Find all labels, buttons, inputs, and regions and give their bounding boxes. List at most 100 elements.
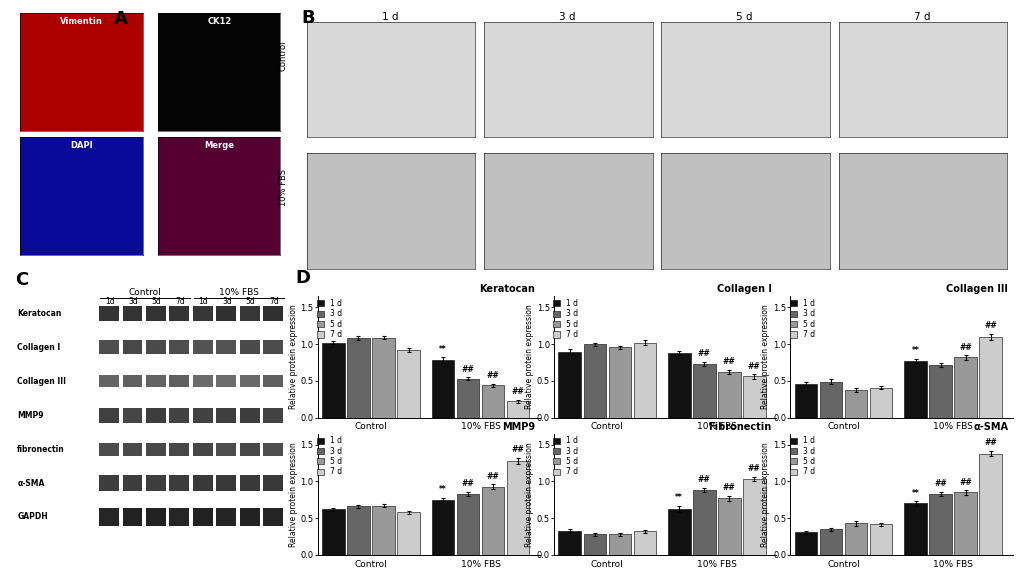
Text: Control: Control [128,288,161,297]
Bar [372,506,394,555]
Bar [322,343,344,418]
Bar [506,402,529,418]
Text: ##: ## [462,479,474,488]
Bar [431,500,453,555]
Bar [558,531,581,555]
Bar [844,390,866,418]
Bar [583,344,605,418]
Text: α-SMA: α-SMA [17,479,45,487]
Text: **: ** [911,346,918,355]
Text: 5 d: 5 d [736,12,752,22]
Text: ##: ## [983,438,996,447]
Y-axis label: Relative protein expression: Relative protein expression [288,305,298,410]
Text: ##: ## [697,475,710,484]
Bar [978,337,1001,418]
Text: 7d: 7d [269,297,278,306]
Y-axis label: Relative protein expression: Relative protein expression [760,442,769,547]
Bar [869,387,892,418]
Bar [743,376,765,418]
Bar [819,382,842,418]
Text: ##: ## [486,371,499,380]
Text: ##: ## [933,479,946,488]
Text: 3d: 3d [222,297,231,306]
Bar [794,532,816,555]
Bar [633,343,655,418]
Text: C: C [15,271,29,289]
Text: **: ** [438,485,446,494]
Bar [667,353,690,418]
Bar [372,337,394,418]
Y-axis label: Relative protein expression: Relative protein expression [525,442,534,547]
Legend: 1 d, 3 d, 5 d, 7 d: 1 d, 3 d, 5 d, 7 d [553,436,578,476]
Text: Merge: Merge [204,141,234,150]
Bar [978,454,1001,555]
Text: fibronectin: fibronectin [17,444,65,454]
Legend: 1 d, 3 d, 5 d, 7 d: 1 d, 3 d, 5 d, 7 d [789,436,814,476]
Text: 5d: 5d [152,297,161,306]
Text: ##: ## [697,349,710,358]
Text: 1 d: 1 d [381,12,398,22]
Bar [481,487,503,555]
Bar [717,372,740,418]
Bar [717,498,740,555]
Text: ##: ## [722,357,735,366]
Text: 7d: 7d [175,297,184,306]
Bar [928,365,951,418]
Text: Control: Control [278,41,287,71]
Bar [954,358,976,418]
Text: MMP9: MMP9 [17,411,44,420]
Text: CK12: CK12 [207,17,231,26]
Bar [346,338,369,418]
Text: 10% FBS: 10% FBS [218,288,259,297]
Bar [794,384,816,418]
Legend: 1 d, 3 d, 5 d, 7 d: 1 d, 3 d, 5 d, 7 d [789,299,814,339]
Text: A: A [113,10,127,27]
Text: GAPDH: GAPDH [17,513,48,522]
Text: ##: ## [983,321,996,330]
Text: Keratocan: Keratocan [479,284,535,294]
Text: MMP9: MMP9 [502,422,535,431]
Text: **: ** [438,345,446,353]
Text: α-SMA: α-SMA [972,422,1007,431]
Bar [608,534,631,555]
Text: Vimentin: Vimentin [60,17,103,26]
Bar [457,379,479,418]
Bar [583,534,605,555]
Text: B: B [301,9,314,26]
Text: Collagen I: Collagen I [716,284,771,294]
Bar [506,461,529,555]
Text: ##: ## [958,343,971,352]
Text: **: ** [675,493,683,502]
Bar [743,479,765,555]
Text: ##: ## [512,387,524,396]
Text: 3 d: 3 d [558,12,575,22]
Y-axis label: Relative protein expression: Relative protein expression [760,305,769,410]
Text: Fibronectin: Fibronectin [708,422,771,431]
Bar [819,529,842,555]
Bar [692,364,715,418]
Legend: 1 d, 3 d, 5 d, 7 d: 1 d, 3 d, 5 d, 7 d [317,436,342,476]
Text: 10% FBS: 10% FBS [278,169,287,206]
Bar [322,509,344,555]
Text: D: D [296,269,311,287]
Bar [346,506,369,555]
Text: Keratocan: Keratocan [17,309,62,318]
Text: ##: ## [958,478,971,487]
Text: Collagen III: Collagen III [17,377,66,386]
Bar [904,361,926,418]
Text: ##: ## [512,445,524,454]
Bar [558,352,581,418]
Text: ##: ## [747,362,760,371]
Text: ##: ## [747,464,760,474]
Bar [396,350,420,418]
Bar [928,494,951,555]
Text: **: ** [911,488,918,498]
Text: 7 d: 7 d [913,12,929,22]
Text: 1d: 1d [105,297,114,306]
Bar [396,513,420,555]
Bar [844,523,866,555]
Bar [633,531,655,555]
Bar [954,492,976,555]
Text: 1d: 1d [199,297,208,306]
Legend: 1 d, 3 d, 5 d, 7 d: 1 d, 3 d, 5 d, 7 d [553,299,578,339]
